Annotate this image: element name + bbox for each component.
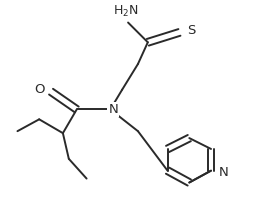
Text: S: S	[187, 24, 196, 37]
Text: O: O	[35, 83, 45, 96]
Text: N: N	[108, 103, 118, 116]
Text: N: N	[219, 166, 229, 179]
Text: H$_2$N: H$_2$N	[113, 4, 139, 19]
